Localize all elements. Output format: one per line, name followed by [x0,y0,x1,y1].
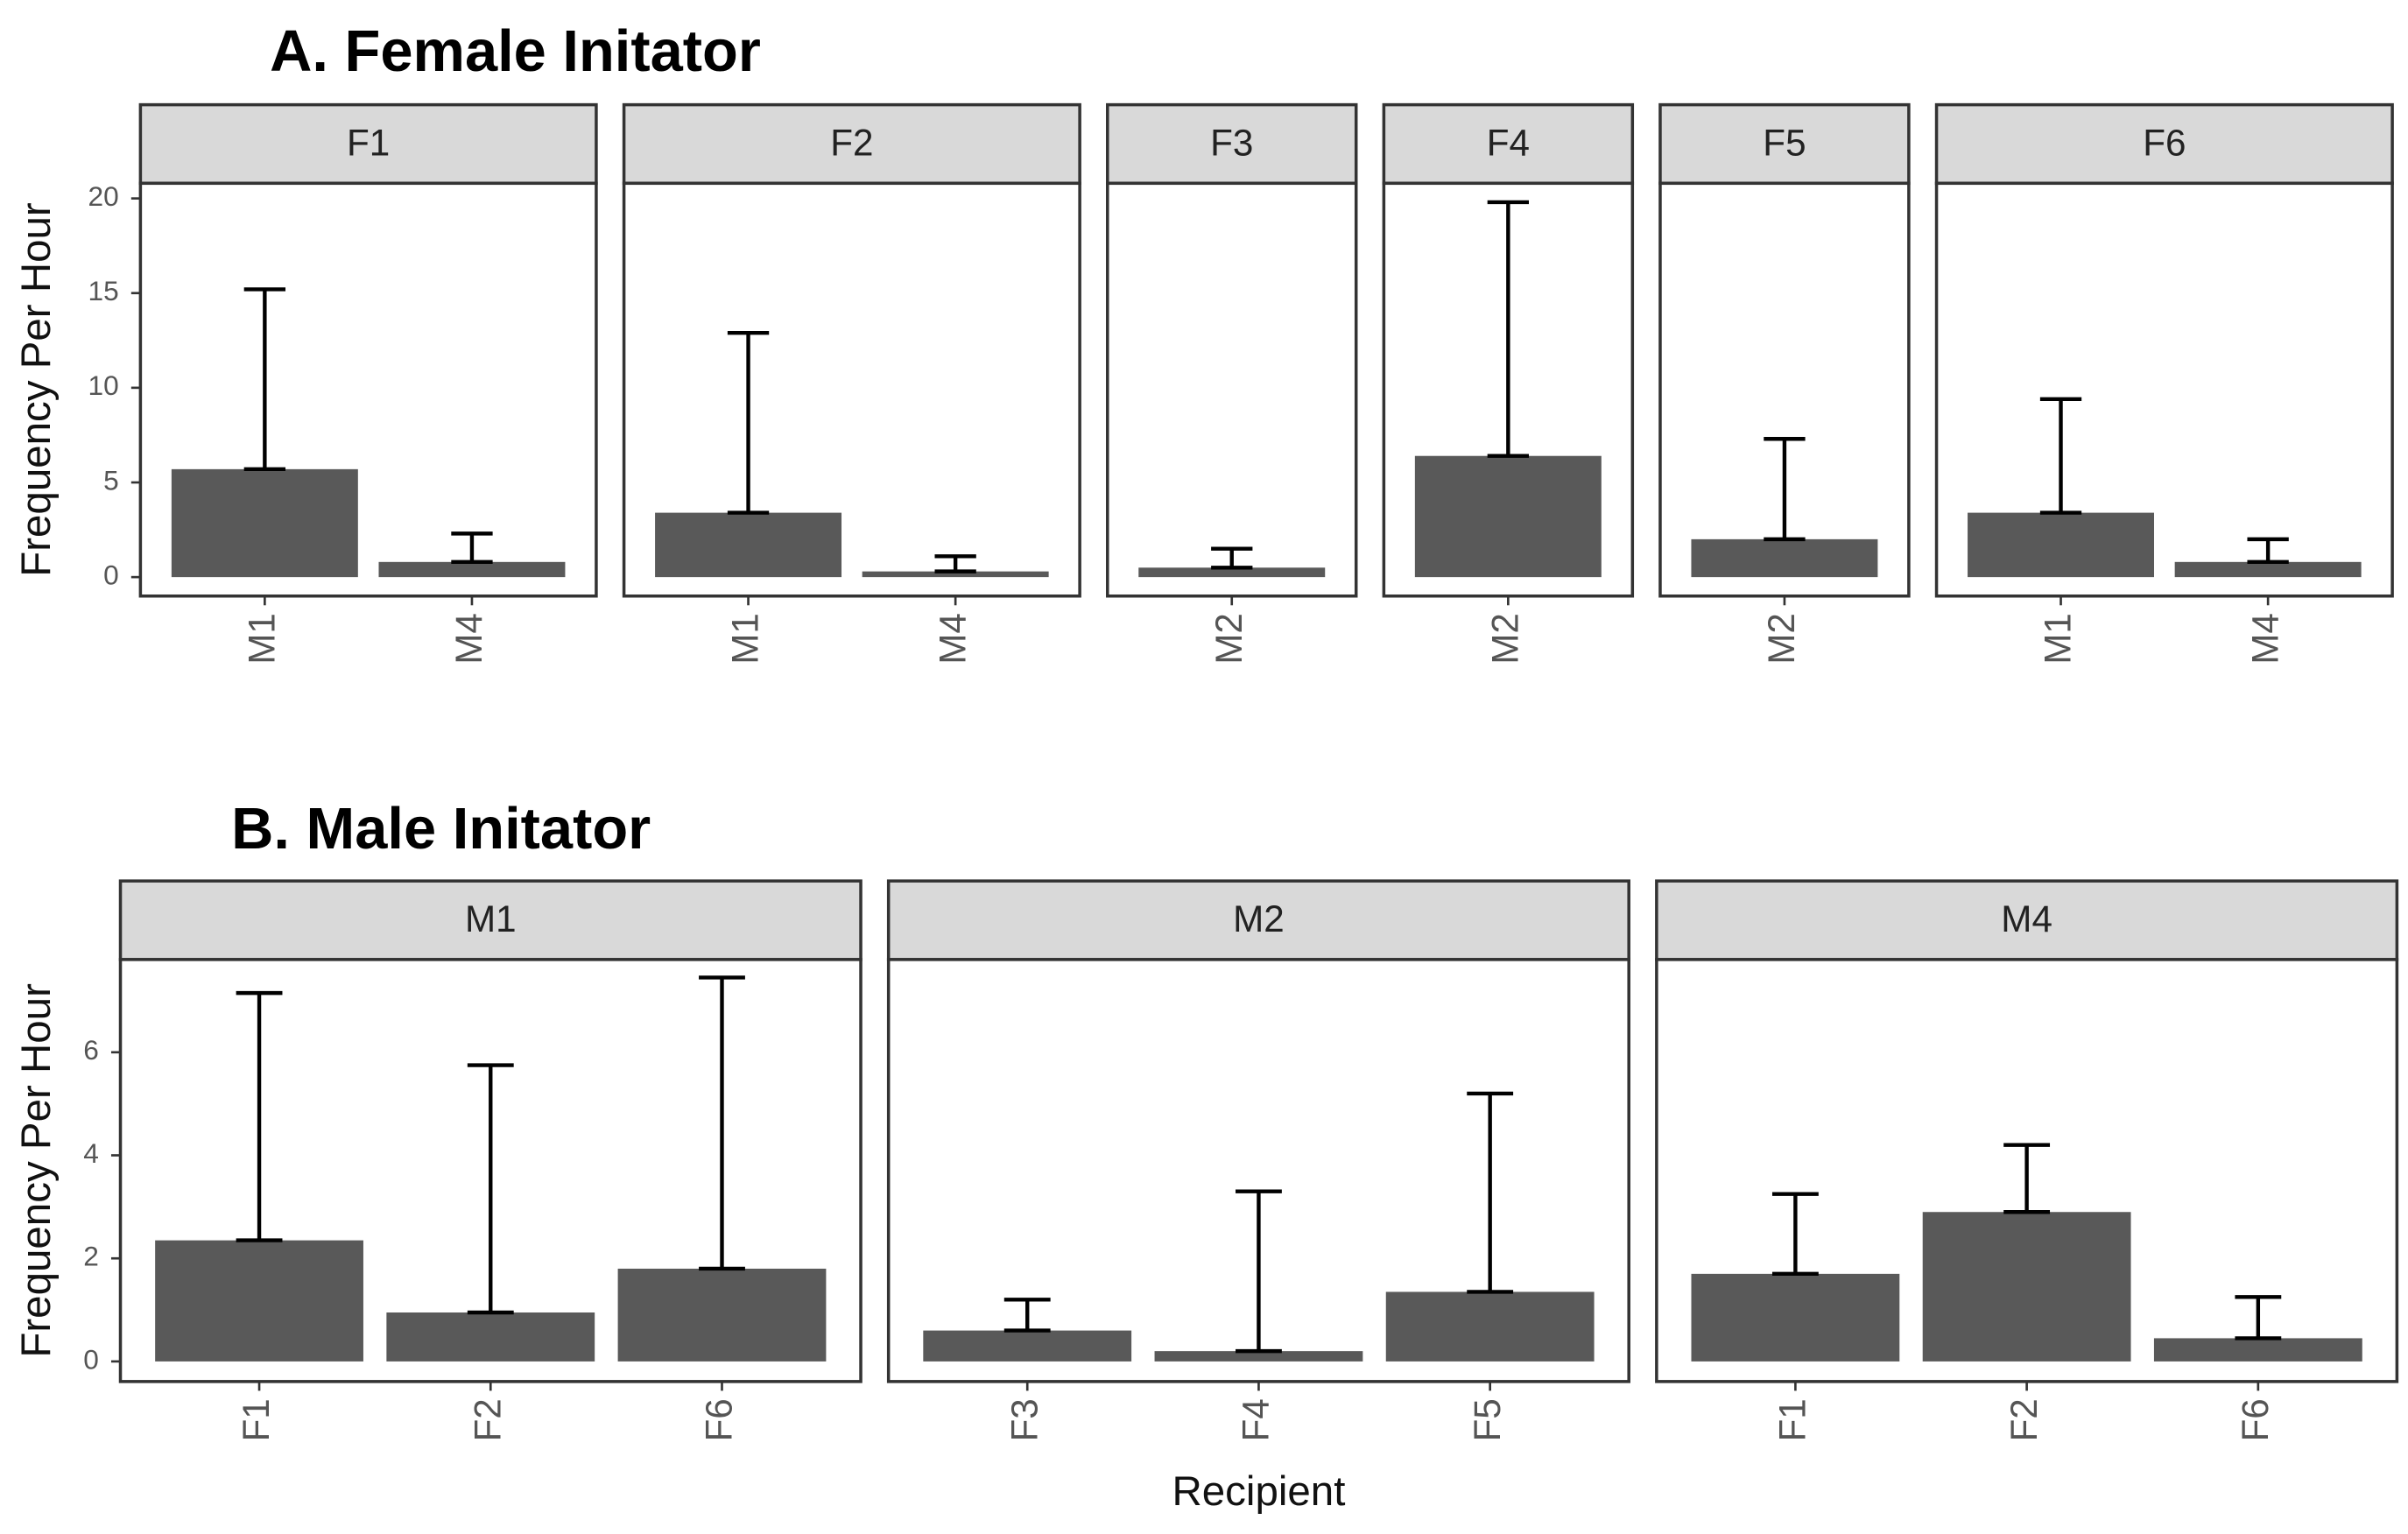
x-tick-label: F2 [2003,1398,2045,1441]
bar [378,561,566,578]
panel [1107,183,1356,596]
y-tick-label: 10 [88,369,119,401]
x-tick-label: M4 [448,613,489,665]
strip [118,879,863,961]
bar [1154,1351,1363,1362]
error-bar [451,531,493,565]
bar [2153,1338,2362,1362]
bar [1414,455,1602,578]
error-bar [2247,537,2289,565]
x-axis-title: Recipient [1172,1468,1345,1515]
panel-border [622,181,1081,598]
strip [622,102,1081,186]
panel-border [1934,181,2394,598]
strip-label: M4 [2001,898,2052,939]
error-bar [1771,1192,1819,1277]
y-axis-title: Frequency Per Hour [13,202,60,577]
strip-label: F6 [2143,122,2186,163]
y-axis-title: Frequency Per Hour [13,983,60,1358]
x-tick-label: M2 [1761,613,1802,665]
strip [1658,102,1911,186]
bar [1138,567,1326,578]
bar [386,1312,595,1362]
x-tick-label: M1 [242,613,283,665]
y-tick-label: 4 [83,1137,99,1169]
chart-title: B. Male Initator [231,796,651,862]
strip-label: F5 [1763,122,1806,163]
bar [2174,561,2362,578]
strip-label: F4 [1487,122,1530,163]
error-bar [467,1063,514,1315]
y-tick-label: 0 [83,1343,99,1375]
strip-label: F2 [830,122,873,163]
bar [617,1268,827,1362]
panel-border [118,958,863,1383]
x-tick-label: M1 [725,613,766,665]
y-tick-label: 0 [103,559,119,590]
x-tick-label: M2 [1484,613,1525,665]
x-tick-label: M4 [932,613,973,665]
strip-label: M2 [1233,898,1285,939]
strip-label: F1 [347,122,390,163]
strip [1106,102,1358,186]
error-bar [1236,1189,1282,1354]
x-tick-label: M2 [1208,613,1250,665]
x-tick-label: F3 [1003,1398,1045,1441]
strip [1382,102,1635,186]
x-tick-label: M1 [2038,613,2079,665]
error-bar [2039,397,2082,515]
panel-border [138,181,598,598]
x-tick-label: F1 [1772,1398,1813,1441]
error-bar [2003,1143,2051,1214]
error-bar [1211,546,1253,570]
bar [155,1240,363,1362]
strip-label: M1 [465,898,517,939]
bar [655,512,842,578]
bar [171,468,358,578]
bar [1922,1212,2131,1362]
x-tick-label: M4 [2244,613,2285,665]
y-tick-label: 20 [88,180,119,212]
error-bar [243,287,286,472]
x-tick-label: F6 [699,1398,740,1441]
error-bar [236,990,283,1242]
x-tick-label: F2 [467,1398,508,1441]
x-tick-label: F1 [236,1398,277,1441]
y-tick-label: 6 [83,1034,99,1066]
error-bar [934,554,976,573]
panel-border [1658,181,1911,598]
bar [1691,1273,1900,1362]
strip [138,102,598,186]
x-tick-label: F4 [1236,1398,1277,1441]
y-tick-label: 5 [103,464,119,496]
y-tick-label: 2 [83,1241,99,1272]
x-tick-label: F6 [2235,1398,2276,1441]
panel-border [886,958,1630,1383]
error-bar [1764,437,1806,542]
bar [1968,512,2154,578]
error-bar [1003,1298,1051,1333]
chart-title: A. Female Initator [270,18,761,84]
x-tick-label: F5 [1467,1398,1508,1441]
error-bar [699,975,745,1271]
panel-border [1106,181,1358,598]
strip [1934,102,2394,186]
bar [862,571,1049,578]
error-bar [1487,200,1530,458]
bar [1385,1291,1595,1362]
error-bar [2235,1295,2282,1340]
panel-border [1655,958,2399,1383]
panel-border [1382,181,1635,598]
error-bar [1467,1091,1514,1294]
error-bar [727,330,770,515]
strip-label: F3 [1210,122,1253,163]
bar [1691,538,1878,578]
bar [923,1330,1132,1362]
y-tick-label: 15 [88,275,119,306]
